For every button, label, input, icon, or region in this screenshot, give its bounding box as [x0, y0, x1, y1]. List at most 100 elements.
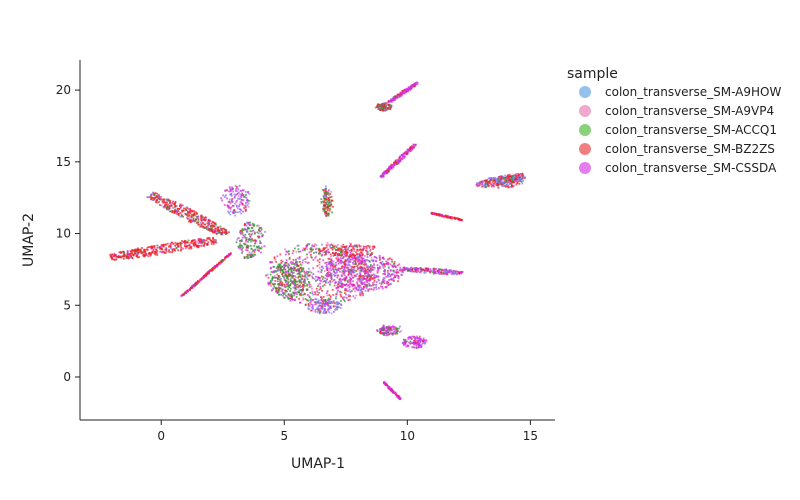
data-point	[156, 250, 159, 253]
data-point	[332, 300, 335, 303]
data-point	[239, 189, 242, 192]
data-point	[197, 246, 199, 248]
data-point	[458, 272, 461, 274]
data-point	[390, 283, 392, 285]
data-point	[368, 246, 371, 249]
data-point	[410, 342, 413, 344]
data-point	[330, 258, 333, 261]
data-point	[294, 247, 296, 250]
data-point	[395, 272, 398, 274]
data-point	[340, 284, 343, 287]
data-point	[207, 272, 210, 275]
data-point	[369, 266, 372, 269]
data-point	[520, 178, 523, 180]
data-point	[351, 269, 354, 271]
data-point	[283, 297, 286, 299]
data-point	[345, 293, 347, 296]
data-point	[411, 269, 414, 271]
data-point	[402, 91, 405, 94]
data-point	[324, 212, 327, 215]
data-point	[141, 252, 144, 255]
data-point	[340, 251, 342, 254]
data-point	[247, 240, 249, 243]
data-point	[295, 250, 298, 253]
data-point	[435, 213, 437, 216]
data-point	[330, 190, 332, 193]
data-point	[385, 262, 388, 265]
data-point	[205, 239, 208, 242]
data-point	[426, 269, 429, 272]
data-point	[136, 252, 139, 255]
data-point	[292, 271, 295, 274]
data-point	[277, 263, 280, 266]
data-point	[177, 246, 179, 248]
data-point	[232, 212, 235, 214]
data-point	[415, 143, 417, 146]
data-point	[446, 272, 449, 274]
data-point	[352, 253, 355, 256]
data-point	[336, 306, 338, 309]
data-point	[315, 293, 318, 296]
data-point	[315, 298, 318, 301]
data-point	[257, 249, 259, 252]
data-point	[489, 180, 491, 183]
data-point	[155, 195, 158, 197]
data-point	[424, 342, 426, 345]
y-axis-title: UMAP-2	[21, 213, 37, 267]
legend-label: colon_transverse_SM-A9VP4	[605, 104, 774, 118]
data-point	[319, 302, 321, 305]
data-point	[343, 251, 346, 253]
data-point	[369, 269, 371, 272]
data-point	[300, 292, 302, 295]
data-point	[483, 185, 485, 188]
data-point	[335, 297, 337, 300]
data-point	[342, 246, 344, 248]
data-point	[244, 233, 247, 236]
data-point	[339, 277, 342, 280]
data-point	[337, 268, 340, 271]
data-point	[323, 195, 326, 198]
data-point	[236, 211, 239, 214]
data-point	[186, 215, 189, 218]
data-point	[310, 256, 313, 258]
data-point	[386, 282, 389, 285]
data-point	[517, 177, 520, 180]
data-point	[241, 248, 243, 250]
data-point	[403, 89, 406, 92]
data-point	[118, 256, 121, 258]
data-point	[205, 227, 208, 229]
data-point	[152, 191, 154, 194]
data-point	[213, 265, 216, 268]
data-point	[398, 157, 401, 159]
data-point	[165, 250, 168, 252]
data-point	[249, 230, 252, 232]
data-point	[258, 227, 261, 229]
data-point	[502, 185, 505, 187]
data-point	[270, 285, 272, 287]
data-point	[389, 269, 392, 271]
data-point	[193, 212, 196, 214]
data-point	[293, 294, 296, 297]
data-point	[336, 255, 339, 257]
data-point	[305, 270, 308, 273]
data-point	[488, 182, 491, 185]
data-point	[340, 262, 342, 265]
data-point	[324, 308, 326, 311]
data-point	[447, 270, 450, 273]
data-point	[481, 180, 484, 182]
data-point	[348, 264, 351, 266]
data-point	[393, 330, 396, 333]
data-point	[219, 261, 222, 264]
data-point	[340, 248, 342, 251]
data-point	[209, 230, 212, 233]
data-point	[292, 282, 294, 285]
data-point	[490, 177, 493, 179]
data-point	[176, 213, 178, 215]
data-point	[344, 265, 346, 268]
data-point	[431, 271, 434, 274]
data-point	[360, 294, 363, 297]
data-point	[459, 219, 462, 221]
legend-marker	[579, 105, 591, 117]
data-point	[315, 275, 317, 278]
data-point	[327, 244, 330, 246]
